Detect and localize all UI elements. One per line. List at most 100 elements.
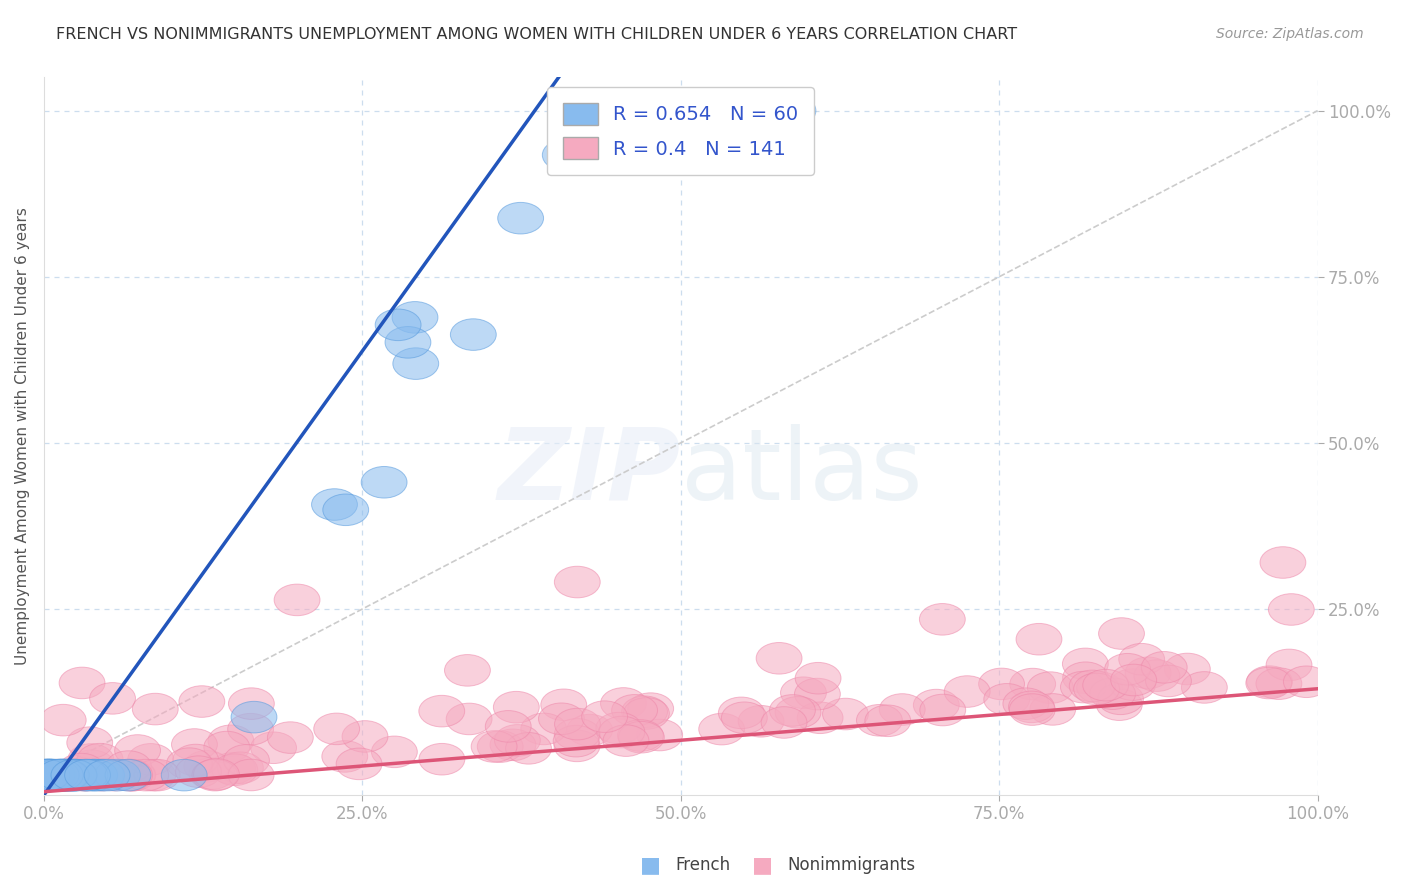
Ellipse shape <box>1074 673 1119 705</box>
Ellipse shape <box>172 729 218 760</box>
Ellipse shape <box>166 747 212 780</box>
Ellipse shape <box>27 759 73 791</box>
Ellipse shape <box>554 122 600 153</box>
Ellipse shape <box>756 642 801 674</box>
Ellipse shape <box>1268 594 1315 625</box>
Ellipse shape <box>1063 662 1108 693</box>
Ellipse shape <box>84 759 131 791</box>
Ellipse shape <box>45 759 91 791</box>
Ellipse shape <box>1060 672 1107 703</box>
Ellipse shape <box>554 708 600 739</box>
Ellipse shape <box>554 718 600 750</box>
Ellipse shape <box>495 724 540 756</box>
Ellipse shape <box>27 759 73 791</box>
Ellipse shape <box>1090 678 1136 709</box>
Ellipse shape <box>38 759 83 791</box>
Ellipse shape <box>28 759 75 791</box>
Ellipse shape <box>1284 666 1329 698</box>
Ellipse shape <box>651 95 697 127</box>
Ellipse shape <box>122 759 169 791</box>
Legend: R = 0.654   N = 60, R = 0.4   N = 141: R = 0.654 N = 60, R = 0.4 N = 141 <box>547 87 814 175</box>
Ellipse shape <box>1135 660 1180 691</box>
Ellipse shape <box>228 688 274 720</box>
Ellipse shape <box>188 757 235 789</box>
Ellipse shape <box>796 663 841 694</box>
Ellipse shape <box>419 743 465 775</box>
Ellipse shape <box>856 705 903 736</box>
Ellipse shape <box>450 318 496 351</box>
Ellipse shape <box>79 759 125 791</box>
Ellipse shape <box>208 725 254 756</box>
Ellipse shape <box>419 696 465 727</box>
Ellipse shape <box>60 759 107 791</box>
Ellipse shape <box>22 759 67 791</box>
Ellipse shape <box>631 95 678 127</box>
Ellipse shape <box>617 720 664 751</box>
Ellipse shape <box>599 716 645 747</box>
Ellipse shape <box>1256 668 1302 699</box>
Ellipse shape <box>42 759 89 791</box>
Ellipse shape <box>115 735 160 766</box>
Ellipse shape <box>1119 643 1164 675</box>
Ellipse shape <box>721 702 768 733</box>
Ellipse shape <box>375 309 420 341</box>
Ellipse shape <box>554 730 600 762</box>
Ellipse shape <box>314 713 360 745</box>
Ellipse shape <box>595 95 641 127</box>
Text: FRENCH VS NONIMMIGRANTS UNEMPLOYMENT AMONG WOMEN WITH CHILDREN UNDER 6 YEARS COR: FRENCH VS NONIMMIGRANTS UNEMPLOYMENT AMO… <box>56 27 1018 42</box>
Ellipse shape <box>48 759 94 791</box>
Ellipse shape <box>105 751 152 782</box>
Ellipse shape <box>129 759 176 791</box>
Ellipse shape <box>920 694 966 726</box>
Ellipse shape <box>56 759 103 790</box>
Text: Source: ZipAtlas.com: Source: ZipAtlas.com <box>1216 27 1364 41</box>
Ellipse shape <box>471 731 517 763</box>
Ellipse shape <box>1267 649 1312 681</box>
Ellipse shape <box>110 759 156 791</box>
Ellipse shape <box>39 759 86 791</box>
Ellipse shape <box>128 744 173 775</box>
Ellipse shape <box>24 759 70 791</box>
Ellipse shape <box>44 759 90 791</box>
Ellipse shape <box>538 703 585 734</box>
Ellipse shape <box>553 725 599 757</box>
Ellipse shape <box>37 759 83 791</box>
Ellipse shape <box>392 301 437 333</box>
Ellipse shape <box>770 95 815 127</box>
Ellipse shape <box>498 202 544 234</box>
Ellipse shape <box>39 759 84 791</box>
Ellipse shape <box>596 713 641 744</box>
Ellipse shape <box>22 759 67 791</box>
Ellipse shape <box>250 732 297 764</box>
Ellipse shape <box>53 759 100 791</box>
Ellipse shape <box>1017 624 1062 655</box>
Ellipse shape <box>619 722 664 753</box>
Ellipse shape <box>780 677 827 708</box>
Ellipse shape <box>72 759 118 791</box>
Ellipse shape <box>59 754 104 785</box>
Ellipse shape <box>34 759 79 791</box>
Ellipse shape <box>683 95 730 127</box>
Ellipse shape <box>543 139 588 170</box>
Ellipse shape <box>209 753 256 784</box>
Ellipse shape <box>718 697 765 729</box>
Ellipse shape <box>105 759 150 791</box>
Ellipse shape <box>336 748 382 780</box>
Ellipse shape <box>612 695 658 726</box>
Ellipse shape <box>63 759 110 791</box>
Ellipse shape <box>1070 670 1115 702</box>
Ellipse shape <box>623 698 669 730</box>
Ellipse shape <box>24 759 70 791</box>
Ellipse shape <box>444 655 491 686</box>
Ellipse shape <box>567 714 613 746</box>
Ellipse shape <box>51 759 97 791</box>
Ellipse shape <box>775 697 821 728</box>
Ellipse shape <box>914 690 959 721</box>
Ellipse shape <box>491 729 536 761</box>
Ellipse shape <box>312 489 357 520</box>
Ellipse shape <box>654 95 700 127</box>
Ellipse shape <box>91 759 138 791</box>
Ellipse shape <box>1247 665 1292 698</box>
Ellipse shape <box>194 758 239 790</box>
Ellipse shape <box>231 701 277 733</box>
